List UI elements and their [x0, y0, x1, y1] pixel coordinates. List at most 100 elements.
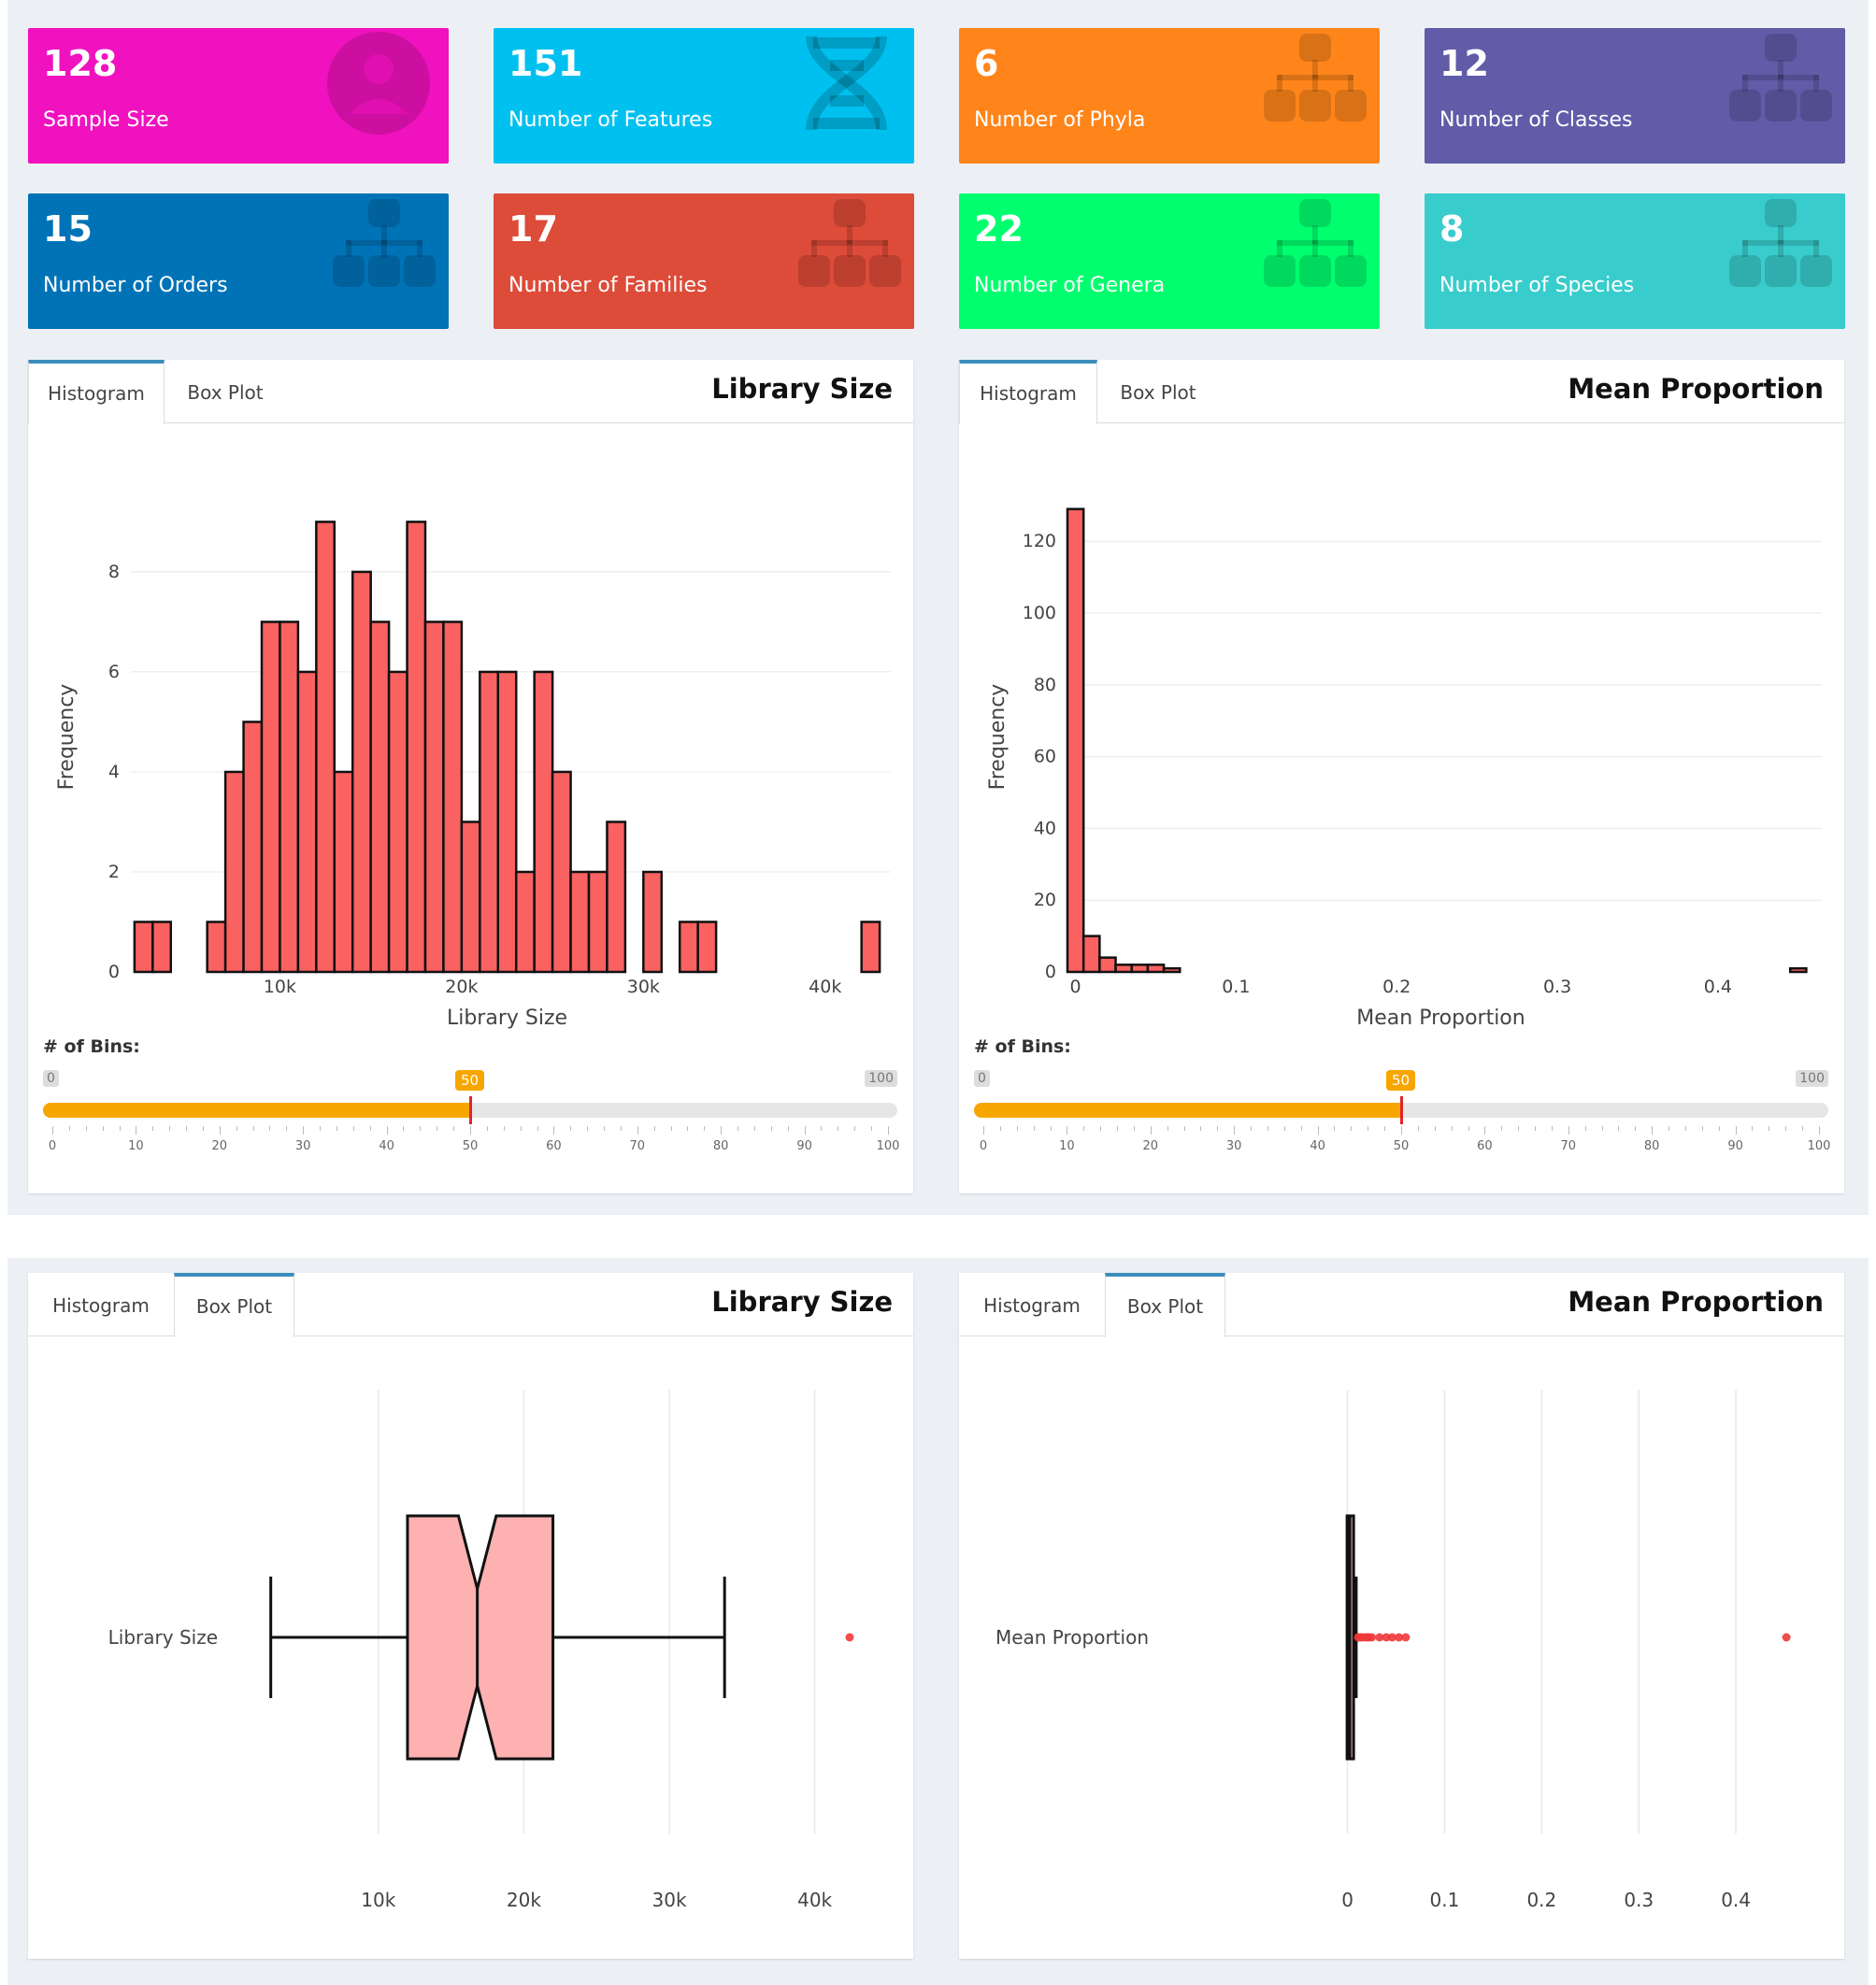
category-label: Library Size: [108, 1626, 218, 1649]
x-axis-title: Mean Proportion: [1356, 1007, 1525, 1030]
slider-tick: [1735, 1126, 1737, 1135]
slider-tick: [1267, 1126, 1268, 1131]
slider-tick: [1417, 1126, 1419, 1131]
tab-box-plot[interactable]: Box Plot: [174, 1273, 294, 1337]
x-tick-label: 0.1: [1222, 977, 1250, 997]
slider-tick: [1819, 1126, 1820, 1135]
histogram-bar: [606, 821, 627, 974]
slider-tick-label: 60: [546, 1139, 562, 1153]
x-tick-label: 0.2: [1382, 977, 1411, 997]
slider-tick-label: 20: [1142, 1139, 1159, 1153]
outlier-point: [1375, 1633, 1384, 1642]
x-tick-label: 0: [1341, 1889, 1353, 1911]
value-box-label: Sample Size: [43, 108, 169, 132]
histogram-bar: [1114, 964, 1133, 974]
x-tick-label: 0.4: [1721, 1889, 1751, 1911]
value-box-label: Number of Families: [508, 274, 708, 297]
histogram-bar: [151, 921, 173, 974]
value-box-label: Number of Genera: [974, 274, 1166, 297]
tab-histogram[interactable]: Histogram: [52, 1294, 150, 1317]
slider-tick-label: 40: [379, 1139, 394, 1153]
tab-histogram[interactable]: Histogram: [983, 1294, 1081, 1317]
slider-tick: [68, 1126, 70, 1131]
tab-box-plot[interactable]: Box Plot: [187, 381, 264, 404]
histogram-bar: [496, 670, 518, 974]
histogram-bar: [1788, 966, 1808, 974]
bins-slider[interactable]: 0 100 50 0 10 20 30 40 50 60 70 80 90 100: [959, 1070, 1844, 1182]
slider-tick: [269, 1126, 271, 1131]
x-tick-label: 20k: [507, 1889, 541, 1911]
slider-tick: [1033, 1126, 1035, 1131]
outlier-point: [1401, 1633, 1411, 1642]
slider-tick: [1601, 1126, 1603, 1131]
histogram-bar: [442, 621, 464, 974]
slider-handle[interactable]: [469, 1096, 472, 1124]
slider-tick-label: 10: [128, 1139, 144, 1153]
slider-tick-label: 40: [1310, 1139, 1325, 1153]
slider-max-label: 100: [865, 1070, 897, 1087]
y-tick-label: 40: [1034, 818, 1056, 838]
slider-tick: [1384, 1126, 1386, 1131]
library-size-boxplot: 10k 20k 30k 40k Library Size: [108, 1390, 854, 1911]
mean-proportion-box-tabs: Histogram Box Plot Mean Proportion: [959, 1273, 1844, 1337]
value-box-number-of-phyla: 6 Number of Phyla: [959, 28, 1380, 164]
slider-tick: [888, 1126, 889, 1135]
value-box-label: Number of Species: [1439, 274, 1635, 297]
library-size-histogram: 0 2 4 6 8 10k 20k 30k 40k Library Size Frequency: [55, 521, 891, 1030]
card-title: Library Size: [711, 373, 893, 405]
slider-tick-label: 70: [1560, 1139, 1577, 1153]
histogram-bar: [423, 621, 445, 974]
histogram-bar: [206, 921, 227, 974]
slider-tick-label: 10: [1059, 1139, 1075, 1153]
slider-tick: [1317, 1126, 1319, 1135]
card-title: Mean Proportion: [1568, 1286, 1824, 1318]
histogram-bar: [1066, 507, 1085, 974]
tab-histogram[interactable]: Histogram: [28, 360, 165, 424]
slider-tick: [1083, 1126, 1085, 1131]
slider-tick: [804, 1126, 806, 1135]
histogram-bar: [296, 670, 318, 974]
mean-proportion-histogram-card: Histogram Box Plot Mean Proportion 0 20 40…: [959, 360, 1844, 1193]
y-tick-label: 20: [1034, 890, 1056, 910]
sitemap-icon: [1264, 199, 1367, 287]
slider-tick-label: 60: [1477, 1139, 1493, 1153]
histogram-bar: [351, 570, 372, 974]
histogram-bar: [223, 770, 245, 974]
slider-tick: [303, 1126, 305, 1135]
slider-tick: [999, 1126, 1001, 1131]
slider-min-label: 0: [43, 1070, 59, 1087]
y-tick-label: 0: [1045, 962, 1056, 982]
slider-tick: [1752, 1126, 1754, 1131]
slider-tick: [1551, 1126, 1553, 1131]
slider-tick: [871, 1126, 873, 1131]
slider-tick: [854, 1126, 856, 1131]
tab-box-plot[interactable]: Box Plot: [1120, 381, 1196, 404]
slider-tick: [286, 1126, 288, 1131]
slider-tick: [1501, 1126, 1503, 1131]
user-icon: [327, 32, 430, 135]
tab-histogram[interactable]: Histogram: [959, 360, 1097, 424]
value-box-label: Number of Features: [508, 108, 713, 132]
slider-tick: [520, 1126, 522, 1131]
value-box-number: 12: [1439, 43, 1489, 84]
slider-tick: [1050, 1126, 1052, 1131]
tab-box-plot[interactable]: Box Plot: [1105, 1273, 1225, 1337]
x-tick-label: 20k: [445, 977, 478, 997]
value-box-sample-size: 128 Sample Size: [28, 28, 449, 164]
slider-tick: [1100, 1126, 1102, 1131]
slider-tick-label: 30: [1225, 1139, 1242, 1153]
slider-tick: [1351, 1126, 1353, 1131]
slider-tick: [453, 1126, 455, 1131]
slider-tick: [152, 1126, 154, 1131]
value-box-number-of-features: 151 Number of Features: [494, 28, 914, 164]
x-tick-label: 30k: [627, 977, 660, 997]
y-tick-label: 100: [1023, 603, 1056, 623]
histogram-bar: [133, 921, 154, 974]
slider-tick: [570, 1126, 572, 1131]
x-tick-label: 30k: [652, 1889, 687, 1911]
bins-slider[interactable]: 0 100 50 0 10 20 30 40 50 60 70 80 90 100: [28, 1070, 913, 1182]
value-box-number-of-genera: 22 Number of Genera: [959, 193, 1380, 329]
histogram-bar: [242, 721, 264, 974]
histogram-bar: [387, 670, 408, 974]
slider-handle[interactable]: [1400, 1096, 1403, 1124]
